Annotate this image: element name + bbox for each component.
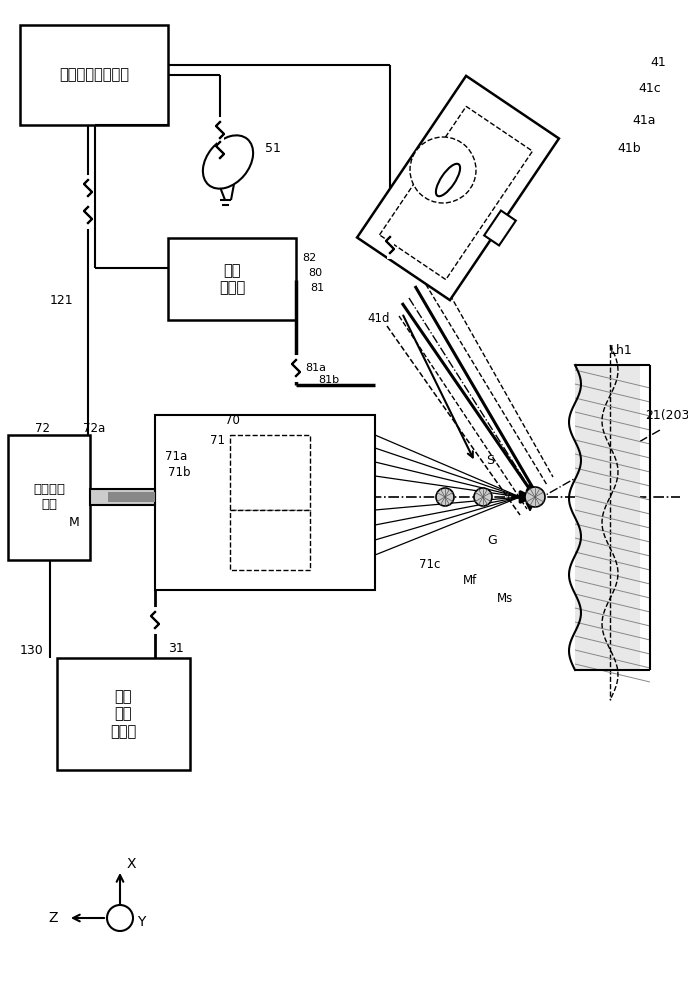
Ellipse shape — [436, 164, 460, 196]
Text: 70: 70 — [225, 414, 240, 426]
Text: 21(203): 21(203) — [645, 408, 688, 422]
Bar — [20, 25, 168, 125]
Text: Ms: Ms — [497, 591, 513, 604]
Text: 41d: 41d — [367, 312, 390, 324]
Polygon shape — [380, 106, 533, 280]
Text: Y: Y — [137, 915, 145, 929]
Text: G: G — [487, 534, 497, 546]
Text: Lh1: Lh1 — [610, 344, 633, 357]
Bar — [168, 238, 296, 320]
Polygon shape — [484, 211, 516, 245]
Text: 材料
供给
控制器: 材料 供给 控制器 — [110, 689, 136, 739]
Text: 81a: 81a — [305, 363, 326, 373]
Text: 71a: 71a — [165, 450, 187, 462]
Text: 81: 81 — [310, 283, 324, 293]
Text: 72: 72 — [35, 422, 50, 434]
Text: Mf: Mf — [463, 574, 477, 586]
Text: 第一灯输出控制器: 第一灯输出控制器 — [59, 68, 129, 83]
FancyBboxPatch shape — [575, 365, 640, 670]
Text: 130: 130 — [19, 644, 43, 656]
Text: 51: 51 — [265, 141, 281, 154]
Circle shape — [474, 488, 492, 506]
Bar — [108, 492, 155, 502]
Text: 41: 41 — [650, 55, 666, 68]
Text: S: S — [486, 454, 494, 466]
Circle shape — [410, 137, 476, 203]
Bar — [8, 435, 90, 560]
Text: 72a: 72a — [83, 422, 105, 434]
Text: 激光
振荡器: 激光 振荡器 — [219, 263, 245, 295]
Circle shape — [107, 905, 133, 931]
Text: 71: 71 — [210, 434, 225, 446]
Text: 41b: 41b — [617, 141, 641, 154]
Ellipse shape — [203, 135, 253, 189]
Text: 121: 121 — [50, 294, 73, 306]
Polygon shape — [357, 76, 559, 300]
Text: Z: Z — [48, 911, 58, 925]
Text: M: M — [68, 516, 79, 528]
Text: 82: 82 — [302, 253, 316, 263]
Text: 41a: 41a — [632, 113, 656, 126]
Text: 71b: 71b — [168, 466, 191, 480]
Circle shape — [436, 488, 454, 506]
Bar — [230, 510, 310, 570]
Text: 材料供给
单元: 材料供给 单元 — [33, 483, 65, 511]
Text: 71c: 71c — [419, 558, 441, 572]
Bar — [57, 658, 190, 770]
Circle shape — [525, 487, 545, 507]
Bar — [230, 435, 310, 510]
Text: 41c: 41c — [638, 82, 660, 95]
Text: X: X — [127, 857, 136, 871]
Text: 80: 80 — [308, 268, 322, 278]
Text: 31: 31 — [168, 642, 184, 654]
Bar — [155, 415, 375, 590]
Text: 81b: 81b — [318, 375, 339, 385]
Bar — [90, 489, 155, 505]
